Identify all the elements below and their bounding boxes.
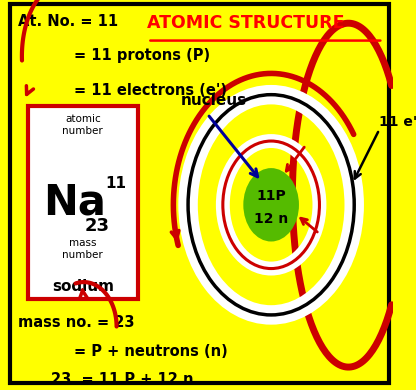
Text: 11P: 11P: [256, 189, 286, 203]
Text: 11 e': 11 e': [379, 115, 416, 129]
Text: At. No. = 11: At. No. = 11: [18, 14, 118, 28]
Ellipse shape: [243, 168, 299, 241]
Text: 23  = 11 P + 12 n: 23 = 11 P + 12 n: [51, 372, 193, 387]
Text: 23: 23: [84, 217, 109, 235]
Text: atomic
number: atomic number: [62, 114, 103, 136]
FancyBboxPatch shape: [10, 4, 389, 383]
Text: Na: Na: [44, 182, 106, 224]
Text: = 11 protons (P): = 11 protons (P): [74, 48, 210, 63]
Text: 11: 11: [105, 176, 126, 191]
Text: = 11 electrons (e'): = 11 electrons (e'): [74, 83, 227, 98]
Text: sodium: sodium: [52, 279, 114, 294]
Text: 12 n: 12 n: [254, 213, 288, 227]
FancyBboxPatch shape: [28, 106, 138, 300]
Text: nucleus: nucleus: [180, 93, 246, 108]
Text: = P + neutrons (n): = P + neutrons (n): [74, 344, 228, 359]
Text: mass no. = 23: mass no. = 23: [18, 315, 134, 330]
Text: mass
number: mass number: [62, 238, 103, 260]
Text: ATOMIC STRUCTURE: ATOMIC STRUCTURE: [147, 14, 345, 32]
